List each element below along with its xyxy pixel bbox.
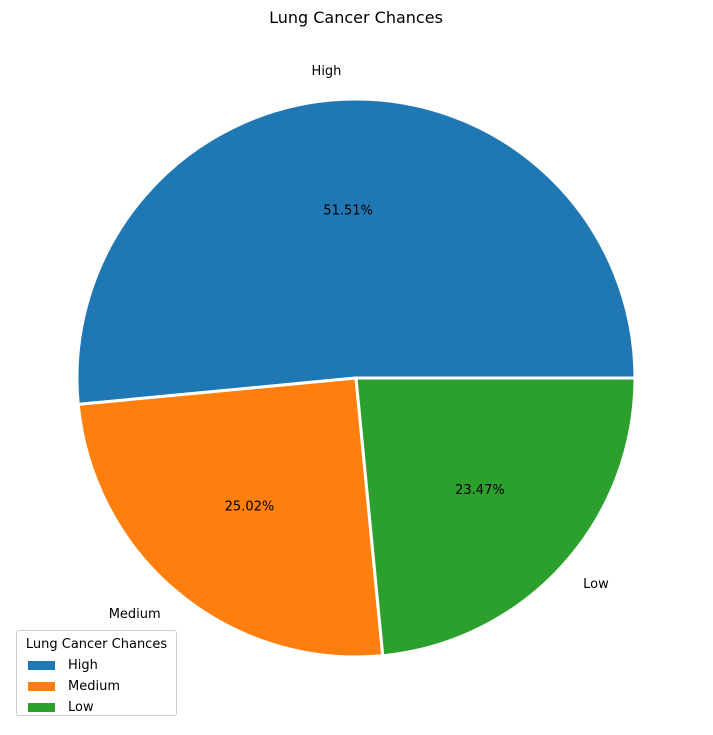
- legend-label-low: Low: [68, 700, 94, 715]
- legend-label-medium: Medium: [68, 679, 120, 694]
- pie-slices: [75, 97, 637, 659]
- legend-item-medium: Medium: [17, 676, 176, 697]
- slice-label-high: High: [312, 64, 342, 79]
- slice-label-low: Low: [583, 577, 609, 592]
- legend-swatch-medium: [28, 682, 55, 691]
- legend-label-high: High: [68, 658, 98, 673]
- pie-slice-high: [75, 97, 637, 406]
- legend-item-low: Low: [17, 697, 176, 718]
- slice-percent-high: 51.51%: [323, 203, 373, 218]
- legend-swatch-low: [28, 703, 55, 712]
- pie-labels: High 51.51% Medium 25.02% Low 23.47%: [109, 64, 609, 622]
- legend-title: Lung Cancer Chances: [25, 637, 168, 652]
- pie-slice-medium: [76, 376, 385, 659]
- legend-swatch-high: [28, 661, 55, 670]
- slice-label-medium: Medium: [109, 607, 161, 622]
- slice-percent-low: 23.47%: [455, 483, 505, 498]
- chart-title: Lung Cancer Chances: [269, 8, 443, 27]
- legend: Lung Cancer Chances High Medium Low: [16, 630, 177, 716]
- legend-item-high: High: [17, 655, 176, 676]
- slice-percent-medium: 25.02%: [225, 500, 275, 515]
- pie-slice-low: [354, 376, 637, 658]
